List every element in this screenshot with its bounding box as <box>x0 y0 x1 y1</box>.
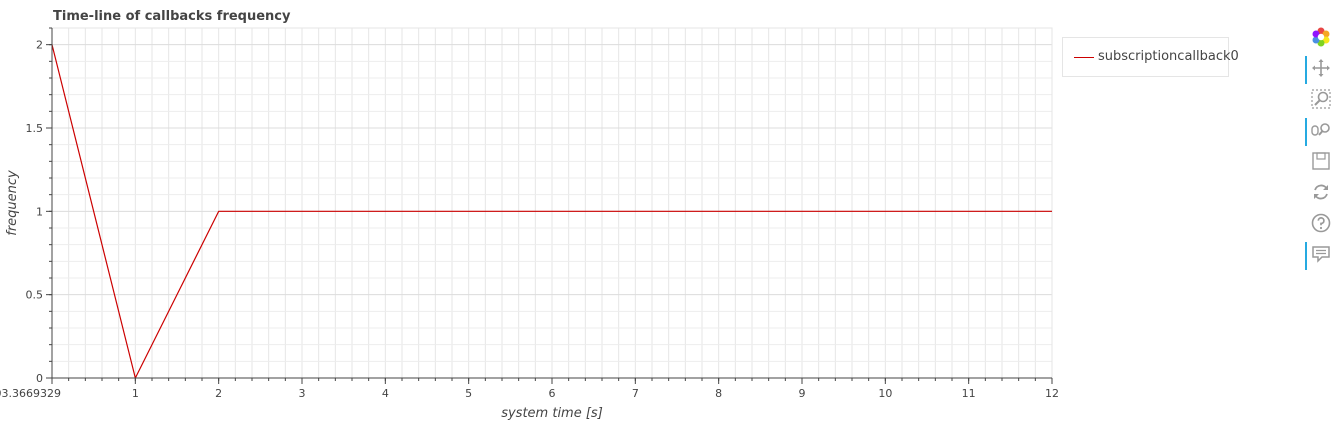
bokeh-logo-icon[interactable] <box>1305 24 1335 54</box>
x-tick-label: 0+1672121003.3669329 <box>0 387 61 400</box>
wheel-zoom-tool-button[interactable] <box>1305 117 1335 147</box>
x-tick-label: 12 <box>1045 387 1059 400</box>
chart-title: Time-line of callbacks frequency <box>53 9 291 24</box>
x-tick-label: 11 <box>962 387 976 400</box>
x-tick-label: 5 <box>465 387 472 400</box>
help-icon <box>1311 213 1331 233</box>
series-line <box>51 44 1052 379</box>
box-zoom-icon <box>1311 89 1331 109</box>
box-zoom-tool-button[interactable] <box>1305 86 1335 116</box>
legend-swatch <box>1074 57 1094 58</box>
y-tick-label: 0 <box>36 372 43 385</box>
x-tick-label: 9 <box>799 387 806 400</box>
grid <box>51 27 1053 379</box>
y-tick-label: 2 <box>36 39 43 52</box>
legend-label: subscriptioncallback0 <box>1098 49 1239 64</box>
y-tick-label: 1.5 <box>26 122 44 135</box>
x-tick-label: 7 <box>632 387 639 400</box>
help-tool-button[interactable] <box>1305 210 1335 240</box>
wheel-zoom-icon <box>1311 123 1330 136</box>
pan-icon <box>1312 59 1330 77</box>
x-tick-label: 2 <box>215 387 222 400</box>
x-tick-label: 6 <box>549 387 556 400</box>
x-tick-label: 3 <box>299 387 306 400</box>
hover-tool-button[interactable] <box>1305 241 1335 271</box>
y-tick-label: 1 <box>36 205 43 218</box>
reset-tool-button[interactable] <box>1305 179 1335 209</box>
x-tick-label: 1 <box>132 387 139 400</box>
legend[interactable]: subscriptioncallback0 <box>1062 37 1239 77</box>
reset-icon <box>1314 184 1328 200</box>
series-layer <box>51 44 1052 379</box>
x-tick-label: 8 <box>715 387 722 400</box>
pan-tool-button[interactable] <box>1305 55 1335 85</box>
toolbar <box>1305 24 1335 272</box>
y-tick-label: 0.5 <box>26 289 44 302</box>
x-tick-label: 10 <box>878 387 892 400</box>
y-axis-label: frequency <box>5 170 20 236</box>
save-icon <box>1312 152 1330 170</box>
save-tool-button[interactable] <box>1305 148 1335 178</box>
x-axis-label: system time [s] <box>501 406 603 421</box>
axes: 0+1672121003.366932912345678910111200.51… <box>0 27 1059 400</box>
x-tick-label: 4 <box>382 387 389 400</box>
hover-icon <box>1312 246 1330 263</box>
